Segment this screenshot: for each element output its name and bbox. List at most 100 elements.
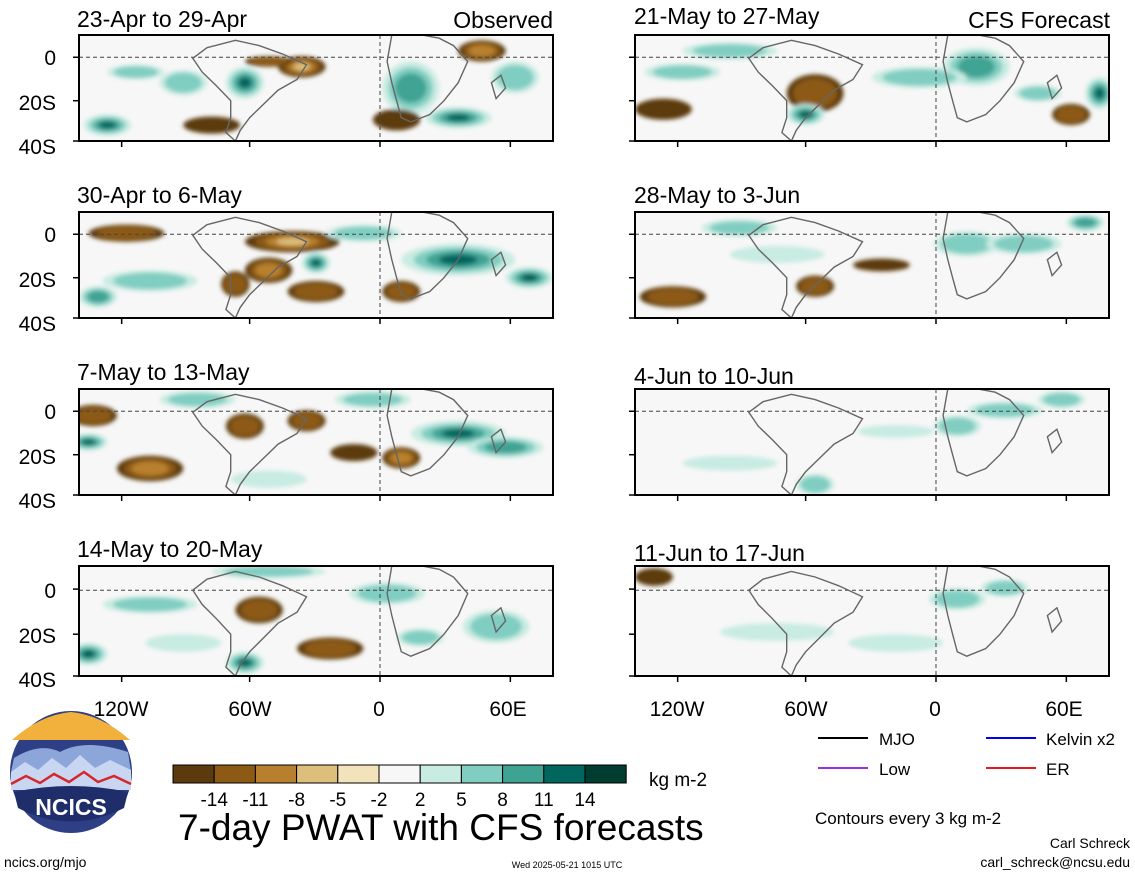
madagascar-outline [490, 74, 507, 101]
panel-fc-3 [634, 388, 1110, 496]
anomaly-blob [238, 659, 252, 667]
lat-label-0: 0 [44, 401, 56, 424]
madagascar-outline [1046, 428, 1063, 455]
axis-ticks [73, 56, 1068, 682]
colorbar-label: -5 [329, 790, 346, 811]
panel-frame [78, 34, 554, 142]
anomaly-blob [372, 109, 421, 131]
madagascar-outline [490, 428, 507, 455]
anomaly-blob [240, 599, 278, 621]
panel-frame [78, 565, 554, 677]
anomaly-blob [255, 263, 282, 278]
lon-label-60w: 60W [228, 698, 271, 721]
colorbar-label: 5 [456, 790, 467, 811]
lat-label-40s: 40S [19, 136, 56, 159]
anomaly-blob [167, 393, 228, 407]
lat-label-20s: 20S [19, 625, 56, 648]
panel-fc-4 [634, 565, 1110, 677]
africa-outline [386, 566, 469, 657]
timestamp: Wed 2025-05-21 1015 UTC [512, 860, 623, 870]
anomaly-blob [291, 412, 322, 430]
colorbar-swatch [296, 764, 339, 784]
panel-title-obs-4: 14-May to 20-May [77, 536, 263, 562]
coastlines [191, 566, 507, 676]
lon-label-60e: 60E [1045, 698, 1082, 721]
lon-label-120w: 120W [94, 698, 149, 721]
anomaly-blob [975, 403, 1035, 417]
anomaly-blob [692, 44, 767, 58]
anomaly-field [639, 214, 1105, 308]
lat-label-20s: 20S [19, 269, 56, 292]
panel-title-fc-3: 4-Jun to 10-Jun [634, 363, 794, 389]
anomaly-blob [183, 116, 241, 134]
anomaly-blob [87, 290, 109, 303]
main-title: 7-day PWAT with CFS forecasts [178, 807, 704, 848]
coastlines [747, 389, 1063, 495]
author-name: Carl Schreck [1050, 835, 1131, 851]
anomaly-blob [113, 272, 188, 290]
anomaly-field [635, 568, 1029, 652]
africa-outline [942, 566, 1025, 657]
logo-text: NCICS [35, 794, 107, 820]
coastlines [191, 212, 507, 318]
panel-title-fc-1: 21-May to 27-May [634, 3, 820, 29]
anomaly-blob [86, 652, 91, 656]
anomaly-blob [442, 429, 475, 438]
panels-layer [78, 34, 1110, 677]
colorbar-label: -2 [371, 790, 388, 811]
colorbar-swatch [254, 764, 298, 784]
south-america-outline [191, 216, 308, 318]
anomaly-blob [343, 393, 403, 407]
forecast-label: CFS Forecast [968, 7, 1110, 33]
south-america-outline [191, 39, 308, 141]
panel-title-obs-2: 30-Apr to 6-May [77, 182, 242, 208]
anomaly-blob [635, 568, 673, 586]
legend: MJO Kelvin x2 Low ER [818, 730, 1115, 779]
south-america-outline [747, 570, 864, 676]
lat-label-20s: 20S [19, 446, 56, 469]
anomaly-blob [230, 470, 307, 488]
africa-outline [942, 212, 1025, 300]
lat-label-0: 0 [44, 224, 56, 247]
africa-outline [942, 35, 1025, 123]
anomaly-blob [986, 581, 1024, 595]
colorbar-label: -11 [242, 790, 268, 811]
anomaly-blob [238, 77, 252, 89]
colorbar-label: 8 [497, 790, 508, 811]
colorbar-swatch [502, 764, 545, 784]
lat-label-40s: 40S [19, 313, 56, 336]
colorbar-swatch [172, 764, 215, 784]
colorbar-label: 11 [534, 790, 554, 811]
colorbar-swatch [337, 764, 380, 784]
colorbar-swatch [213, 764, 256, 784]
panel-title-fc-4: 11-Jun to 17-Jun [634, 540, 805, 566]
anomaly-field [83, 40, 539, 136]
south-america-outline [191, 393, 308, 495]
anomaly-blob [250, 57, 288, 66]
anomaly-field [79, 566, 530, 674]
anomaly-blob [729, 245, 825, 263]
panel-frame [634, 565, 1110, 677]
anomaly-blob [484, 441, 527, 454]
colorbar-swatch [419, 764, 462, 784]
lat-labels: 0 20S 40S 0 20S 40S 0 20S 40S 0 20S 40S [19, 47, 56, 692]
observed-label: Observed [453, 7, 553, 33]
coastlines [191, 35, 507, 141]
south-america-outline [191, 570, 308, 676]
anomaly-blob [1056, 106, 1086, 123]
colorbar: -14 -11 -8 -5 -2 2 5 8 11 14 [172, 764, 627, 811]
south-america-outline [747, 39, 864, 141]
anomaly-blob [164, 72, 202, 93]
panel-obs-2 [78, 211, 554, 319]
anomaly-blob [276, 238, 309, 246]
anomaly-blob [853, 258, 910, 272]
anomaly-blob [652, 65, 713, 79]
coastlines [747, 566, 1063, 676]
anomaly-blob [647, 288, 699, 306]
africa-outline [386, 35, 469, 123]
anomaly-blob [857, 425, 934, 438]
anomaly-blob [333, 226, 393, 240]
anomaly-blob [394, 73, 427, 103]
anomaly-blob [82, 439, 95, 445]
panel-frame [634, 34, 1110, 142]
